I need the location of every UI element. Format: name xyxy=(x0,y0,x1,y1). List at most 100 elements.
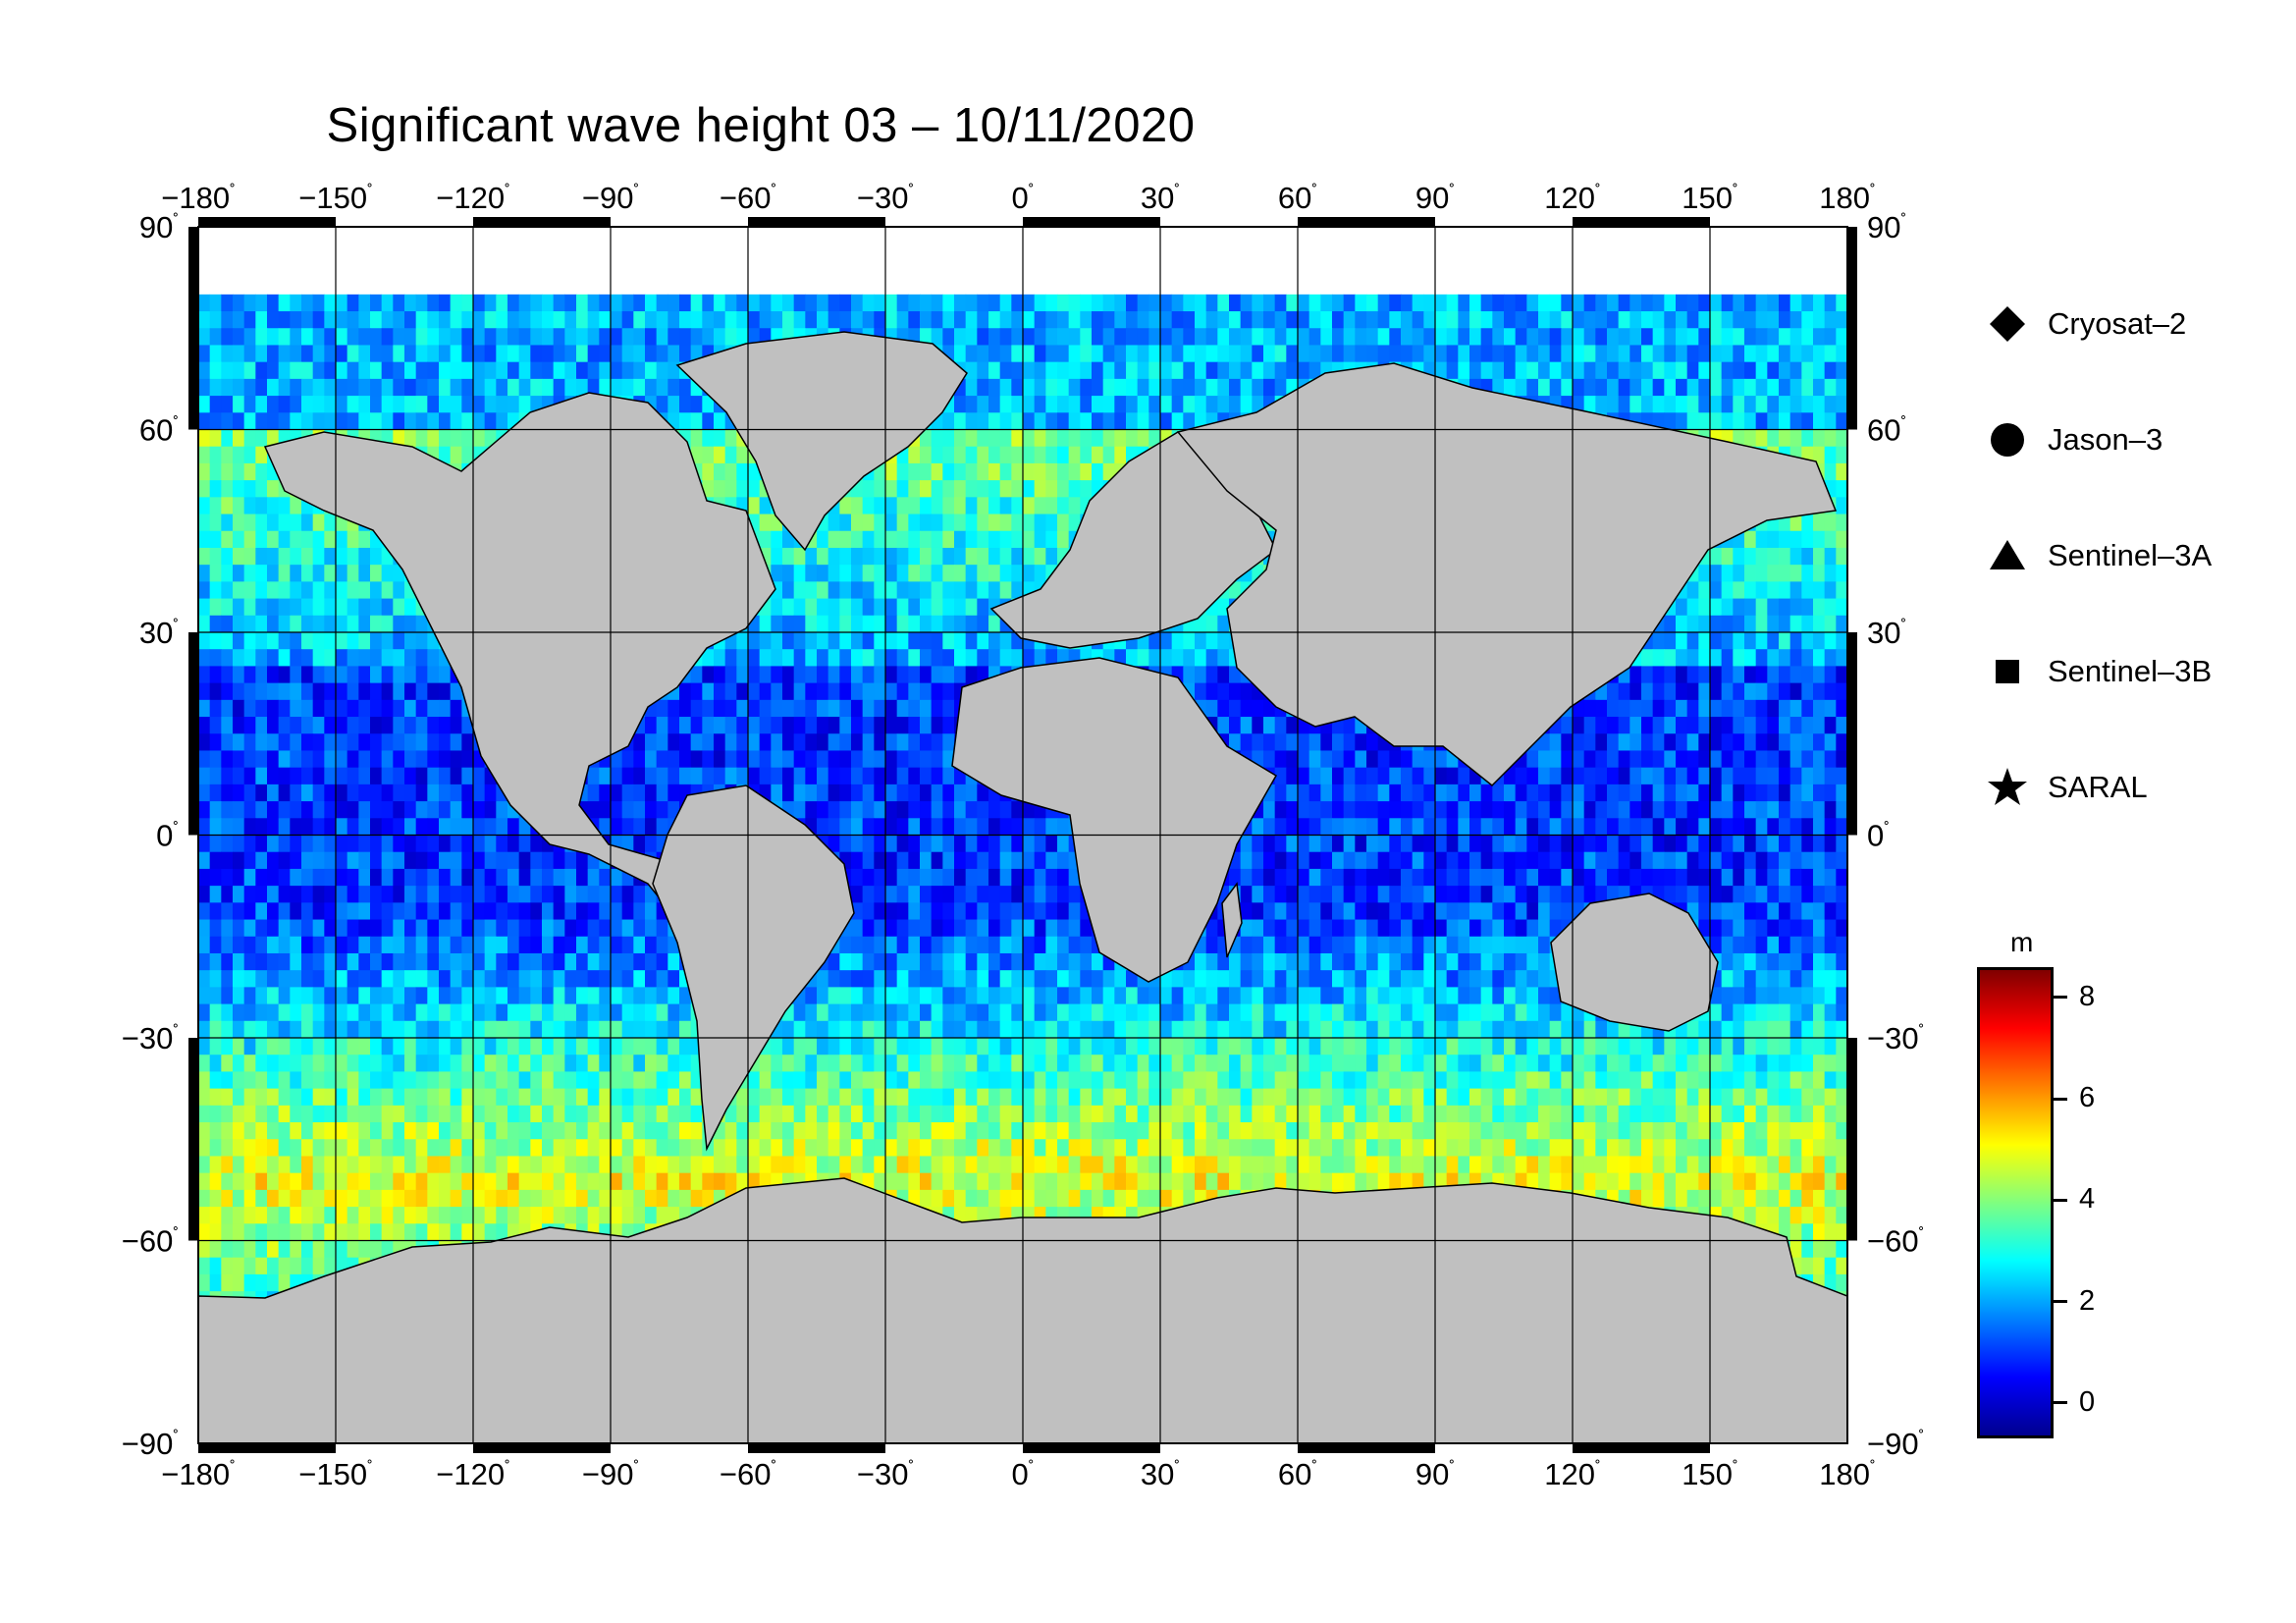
swh-cell xyxy=(679,345,692,363)
swh-cell xyxy=(931,868,943,887)
swh-cell xyxy=(1240,361,1253,380)
swh-cell xyxy=(336,396,348,413)
swh-cell xyxy=(1721,345,1734,363)
swh-cell xyxy=(1423,345,1436,363)
swh-cell xyxy=(1789,530,1802,549)
swh-cell xyxy=(267,514,280,532)
swh-cell xyxy=(1641,361,1654,380)
swh-cell xyxy=(1710,598,1723,617)
swh-cell xyxy=(793,598,806,617)
swh-cell xyxy=(611,818,623,836)
swh-cell xyxy=(999,565,1012,582)
swh-cell xyxy=(221,682,234,701)
swh-cell xyxy=(1389,328,1402,346)
swh-cell xyxy=(312,565,325,582)
swh-cell xyxy=(324,733,337,751)
swh-cell xyxy=(999,294,1012,312)
swh-cell xyxy=(1217,378,1230,397)
swh-cell xyxy=(564,378,577,397)
swh-cell xyxy=(1229,311,1242,329)
swh-cell xyxy=(312,784,325,802)
swh-cell xyxy=(931,699,943,718)
swh-cell xyxy=(1011,547,1024,566)
swh-cell xyxy=(874,480,886,498)
swh-cell xyxy=(1779,784,1791,802)
swh-cell xyxy=(209,615,222,633)
swh-cell xyxy=(1023,480,1036,498)
swh-cell xyxy=(243,530,256,549)
swh-cell xyxy=(267,412,280,430)
swh-cell xyxy=(324,328,337,346)
swh-cell xyxy=(1057,378,1070,397)
swh-cell xyxy=(233,446,245,464)
swh-cell xyxy=(278,378,291,397)
swh-cell xyxy=(702,480,715,498)
swh-cell xyxy=(336,615,348,633)
swh-cell xyxy=(874,868,886,887)
swh-cell xyxy=(645,733,658,751)
swh-cell xyxy=(920,598,933,617)
swh-cell xyxy=(839,733,852,751)
swh-cell xyxy=(209,530,222,549)
swh-cell xyxy=(1458,784,1470,802)
swh-cell xyxy=(439,818,452,836)
swh-cell xyxy=(393,598,405,617)
swh-cell xyxy=(1733,750,1745,769)
swh-cell xyxy=(1137,361,1149,380)
swh-cell xyxy=(1171,345,1184,363)
swh-cell xyxy=(450,784,462,802)
swh-cell xyxy=(1607,733,1620,751)
swh-cell xyxy=(1824,818,1837,836)
swh-cell xyxy=(1332,851,1345,870)
swh-cell xyxy=(1389,818,1402,836)
swh-cell xyxy=(1160,632,1173,650)
swh-cell xyxy=(1698,717,1711,734)
swh-cell xyxy=(771,767,783,785)
swh-cell xyxy=(714,311,726,329)
swh-cell xyxy=(1573,851,1585,870)
swh-cell xyxy=(1126,396,1139,413)
swh-cell xyxy=(243,462,256,481)
swh-cell xyxy=(1263,311,1276,329)
swh-cell xyxy=(358,598,371,617)
swh-cell xyxy=(621,361,634,380)
swh-cell xyxy=(1401,750,1414,769)
swh-cell xyxy=(1332,784,1345,802)
swh-cell xyxy=(988,311,1001,329)
swh-cell xyxy=(1538,801,1551,819)
swh-cell xyxy=(1126,294,1139,312)
swh-cell xyxy=(1183,378,1196,397)
swh-cell xyxy=(1011,868,1024,887)
swh-cell xyxy=(1744,294,1757,312)
swh-cell xyxy=(1092,396,1104,413)
swh-cell xyxy=(1377,750,1390,769)
swh-cell xyxy=(736,682,749,701)
swh-cell xyxy=(965,801,978,819)
swh-cell xyxy=(1343,835,1356,853)
swh-cell xyxy=(1263,801,1276,819)
swh-cell xyxy=(999,835,1012,853)
swh-cell xyxy=(1137,311,1149,329)
swh-cell xyxy=(243,429,256,448)
swh-cell xyxy=(1355,784,1367,802)
swh-cell xyxy=(920,530,933,549)
swh-cell xyxy=(243,784,256,802)
swh-cell xyxy=(931,733,943,751)
swh-cell xyxy=(518,851,531,870)
swh-cell xyxy=(1160,412,1173,430)
swh-cell xyxy=(1836,717,1847,734)
swh-cell xyxy=(1446,361,1459,380)
swh-cell xyxy=(1836,328,1847,346)
swh-cell xyxy=(1469,851,1482,870)
swh-cell xyxy=(198,615,211,633)
swh-cell xyxy=(370,868,383,887)
swh-cell xyxy=(1045,851,1058,870)
swh-cell xyxy=(782,598,795,617)
swh-cell xyxy=(931,767,943,785)
swh-cell xyxy=(255,378,268,397)
swh-cell xyxy=(255,868,268,887)
swh-cell xyxy=(312,514,325,532)
swh-cell xyxy=(233,750,245,769)
swh-cell xyxy=(1836,666,1847,684)
